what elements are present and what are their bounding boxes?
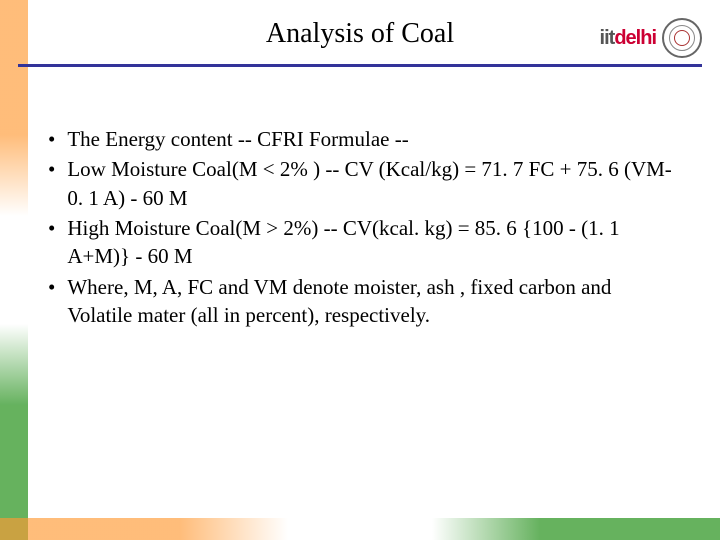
logo-seal-icon [662, 18, 702, 58]
list-item: • Low Moisture Coal(M < 2% ) -- CV (Kcal… [48, 155, 676, 212]
bullet-text: Low Moisture Coal(M < 2% ) -- CV (Kcal/k… [67, 155, 676, 212]
bullet-marker-icon: • [48, 273, 55, 301]
institution-logo: iitdelhi [600, 18, 702, 58]
logo-seal-inner-icon [669, 25, 695, 51]
slide-body: • The Energy content -- CFRI Formulae --… [0, 67, 720, 329]
logo-text: iitdelhi [600, 27, 656, 50]
bullet-marker-icon: • [48, 155, 55, 183]
bullet-marker-icon: • [48, 214, 55, 242]
list-item: • The Energy content -- CFRI Formulae -- [48, 125, 676, 153]
slide-title: Analysis of Coal [48, 18, 672, 50]
bullet-marker-icon: • [48, 125, 55, 153]
bullet-text: The Energy content -- CFRI Formulae -- [67, 125, 676, 153]
bullet-list: • The Energy content -- CFRI Formulae --… [48, 125, 676, 329]
logo-accent: delhi [614, 27, 656, 49]
logo-prefix: iit [600, 27, 615, 49]
bullet-text: Where, M, A, FC and VM denote moister, a… [67, 273, 676, 330]
slide-header: Analysis of Coal iitdelhi [18, 0, 702, 67]
slide-container: Analysis of Coal iitdelhi • The Energy c… [0, 0, 720, 540]
list-item: • High Moisture Coal(M > 2%) -- CV(kcal.… [48, 214, 676, 271]
list-item: • Where, M, A, FC and VM denote moister,… [48, 273, 676, 330]
bullet-text: High Moisture Coal(M > 2%) -- CV(kcal. k… [67, 214, 676, 271]
